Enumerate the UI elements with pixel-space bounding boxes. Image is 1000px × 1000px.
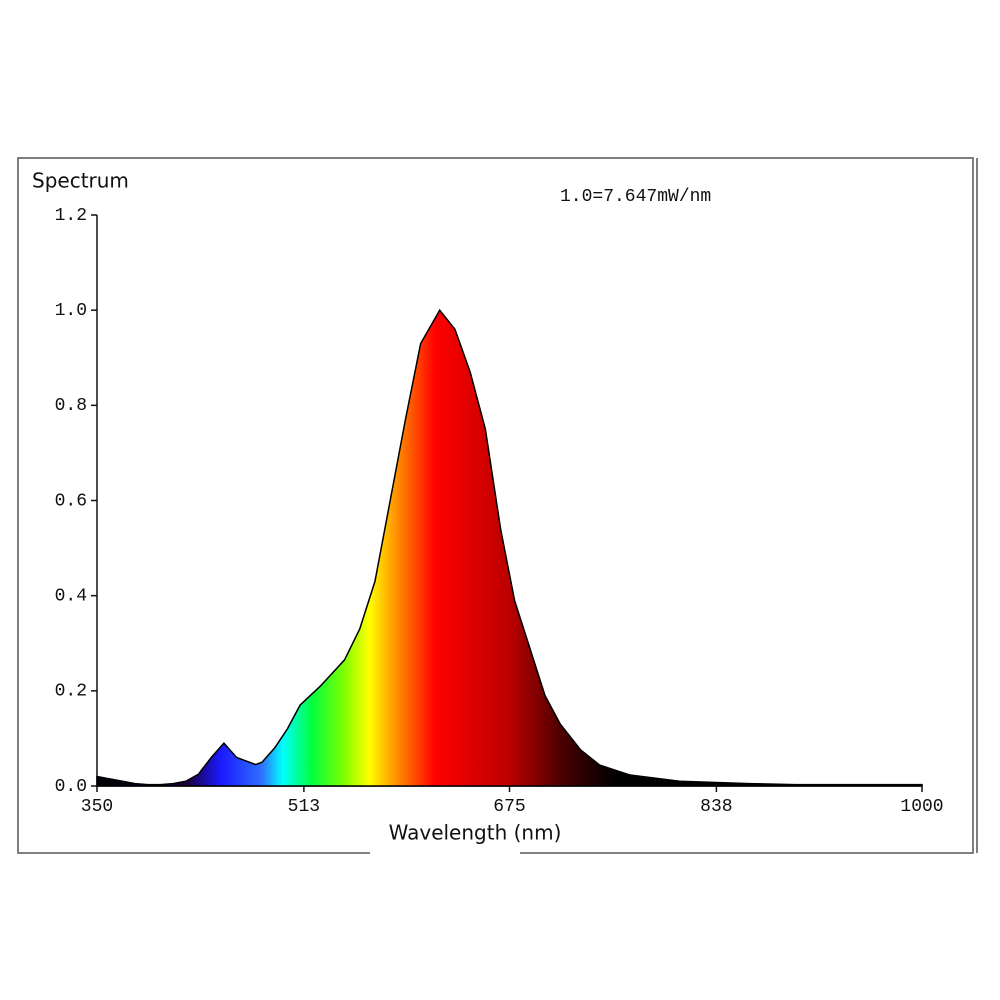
frame-gap bbox=[370, 845, 520, 857]
x-tick-label: 1000 bbox=[900, 797, 943, 817]
y-tick-label: 1.0 bbox=[55, 301, 87, 321]
annotation: 1.0=7.647mW/nm bbox=[560, 187, 711, 207]
chart-title: Spectrum bbox=[32, 169, 129, 193]
y-tick-label: 0.0 bbox=[55, 777, 87, 797]
y-tick-label: 1.2 bbox=[55, 206, 87, 226]
x-tick-label: 838 bbox=[700, 797, 732, 817]
y-tick-label: 0.2 bbox=[55, 682, 87, 702]
x-tick-label: 513 bbox=[288, 797, 320, 817]
x-tick-label: 350 bbox=[81, 797, 113, 817]
spectrum-area bbox=[96, 308, 923, 787]
x-axis-label: Wavelength (nm) bbox=[389, 821, 562, 845]
y-tick-label: 0.6 bbox=[55, 491, 87, 511]
y-tick-label: 0.8 bbox=[55, 396, 87, 416]
x-tick-label: 675 bbox=[493, 797, 525, 817]
y-tick-label: 0.4 bbox=[55, 586, 87, 606]
